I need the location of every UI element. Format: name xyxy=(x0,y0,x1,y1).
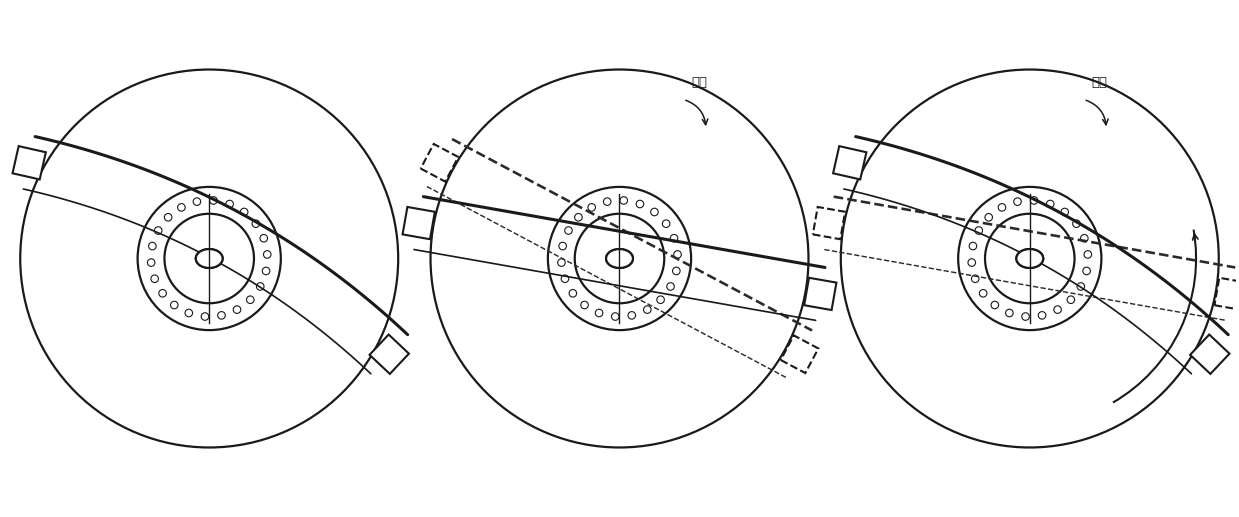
Circle shape xyxy=(971,275,979,282)
Circle shape xyxy=(968,259,975,266)
Circle shape xyxy=(1047,200,1054,208)
Circle shape xyxy=(674,251,681,258)
Circle shape xyxy=(185,309,192,317)
Circle shape xyxy=(264,251,271,258)
Polygon shape xyxy=(833,146,866,179)
Circle shape xyxy=(233,306,240,313)
Circle shape xyxy=(628,312,636,319)
Polygon shape xyxy=(804,278,836,310)
Polygon shape xyxy=(369,334,409,374)
Circle shape xyxy=(1073,220,1080,227)
Circle shape xyxy=(1067,296,1074,303)
Text: 弯曲: 弯曲 xyxy=(691,77,707,89)
Circle shape xyxy=(151,275,159,282)
Circle shape xyxy=(159,290,166,297)
Circle shape xyxy=(612,313,620,321)
Circle shape xyxy=(171,301,178,309)
Ellipse shape xyxy=(606,249,633,268)
Circle shape xyxy=(569,290,576,297)
Circle shape xyxy=(240,208,248,216)
Circle shape xyxy=(999,204,1006,211)
Circle shape xyxy=(559,242,566,250)
Circle shape xyxy=(165,214,172,221)
Circle shape xyxy=(1031,196,1038,204)
Circle shape xyxy=(149,242,156,250)
Circle shape xyxy=(595,309,603,317)
Circle shape xyxy=(663,220,670,227)
Circle shape xyxy=(670,235,678,242)
Circle shape xyxy=(657,296,664,303)
Circle shape xyxy=(565,227,572,234)
Circle shape xyxy=(650,208,658,216)
Ellipse shape xyxy=(1016,249,1043,268)
Circle shape xyxy=(581,301,589,309)
Circle shape xyxy=(1038,312,1046,319)
Circle shape xyxy=(209,196,217,204)
Circle shape xyxy=(985,214,992,221)
Circle shape xyxy=(561,275,569,282)
Circle shape xyxy=(1054,306,1062,313)
Circle shape xyxy=(1083,267,1090,275)
Circle shape xyxy=(193,198,201,205)
Circle shape xyxy=(603,198,611,205)
Circle shape xyxy=(225,200,233,208)
Circle shape xyxy=(673,267,680,275)
Circle shape xyxy=(263,267,270,275)
Circle shape xyxy=(975,227,983,234)
Circle shape xyxy=(589,204,596,211)
Ellipse shape xyxy=(1016,249,1043,268)
Circle shape xyxy=(155,227,162,234)
Circle shape xyxy=(1080,235,1088,242)
Circle shape xyxy=(1084,251,1092,258)
Circle shape xyxy=(979,290,987,297)
Polygon shape xyxy=(403,207,435,239)
Circle shape xyxy=(1061,208,1068,216)
Circle shape xyxy=(252,220,260,227)
Circle shape xyxy=(558,259,565,266)
Ellipse shape xyxy=(196,249,223,268)
Circle shape xyxy=(991,301,999,309)
Circle shape xyxy=(575,214,582,221)
Ellipse shape xyxy=(606,249,633,268)
Circle shape xyxy=(969,242,976,250)
Circle shape xyxy=(1022,313,1030,321)
Text: 复原: 复原 xyxy=(1092,77,1108,89)
Circle shape xyxy=(643,306,650,313)
Polygon shape xyxy=(1191,334,1229,374)
Circle shape xyxy=(247,296,254,303)
Circle shape xyxy=(636,200,644,208)
Circle shape xyxy=(177,204,185,211)
Circle shape xyxy=(260,235,268,242)
Circle shape xyxy=(1077,283,1084,290)
Circle shape xyxy=(1006,309,1014,317)
Circle shape xyxy=(620,196,627,204)
Circle shape xyxy=(256,283,264,290)
Circle shape xyxy=(667,283,674,290)
Circle shape xyxy=(218,312,225,319)
Circle shape xyxy=(201,313,208,321)
Circle shape xyxy=(147,259,155,266)
Circle shape xyxy=(1014,198,1021,205)
Ellipse shape xyxy=(196,249,223,268)
Polygon shape xyxy=(12,146,46,179)
